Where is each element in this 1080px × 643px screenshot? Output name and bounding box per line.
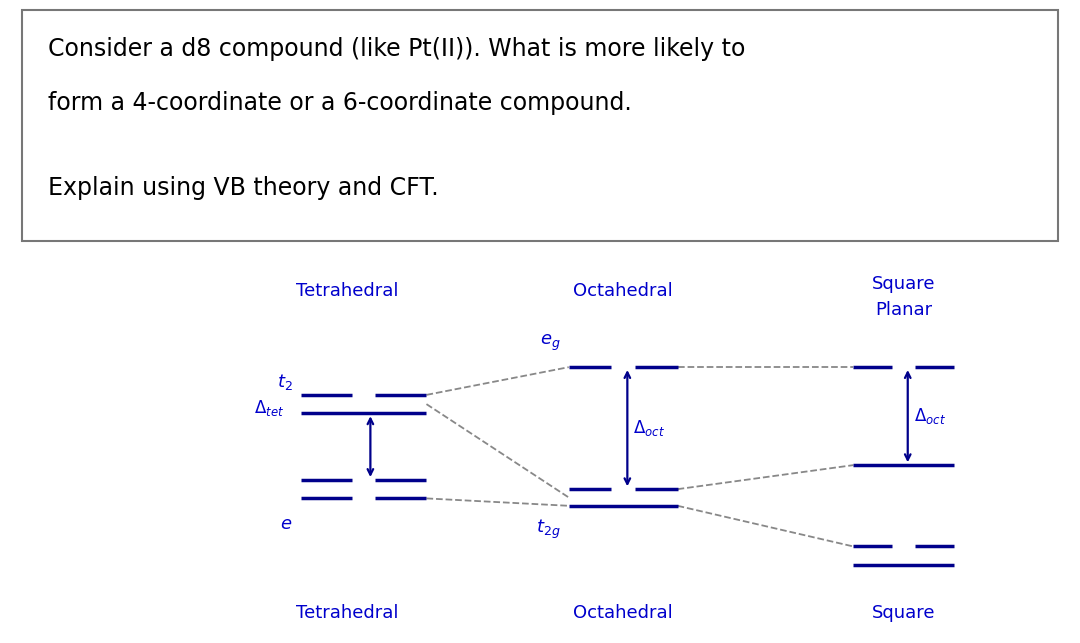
Text: Octahedral: Octahedral (573, 604, 673, 622)
Text: $\Delta_{tet}$: $\Delta_{tet}$ (254, 398, 284, 418)
Text: Consider a d8 compound (like Pt(II)). What is more likely to: Consider a d8 compound (like Pt(II)). Wh… (48, 37, 745, 62)
Text: Explain using VB theory and CFT.: Explain using VB theory and CFT. (48, 176, 438, 201)
Text: $t_2$: $t_2$ (276, 372, 293, 392)
Text: $t_{2g}$: $t_{2g}$ (536, 518, 561, 541)
Text: Tetrahedral: Tetrahedral (296, 604, 399, 622)
Text: $\Delta_{oct}$: $\Delta_{oct}$ (633, 418, 665, 438)
Text: Planar: Planar (875, 300, 932, 318)
Text: Square: Square (872, 275, 935, 293)
Text: form a 4-coordinate or a 6-coordinate compound.: form a 4-coordinate or a 6-coordinate co… (48, 91, 632, 114)
Text: $e_g$: $e_g$ (540, 333, 561, 353)
Text: $\Delta_{oct}$: $\Delta_{oct}$ (914, 406, 946, 426)
Text: Square: Square (872, 604, 935, 622)
Text: $e$: $e$ (281, 515, 293, 533)
Text: Octahedral: Octahedral (573, 282, 673, 300)
Text: Tetrahedral: Tetrahedral (296, 282, 399, 300)
